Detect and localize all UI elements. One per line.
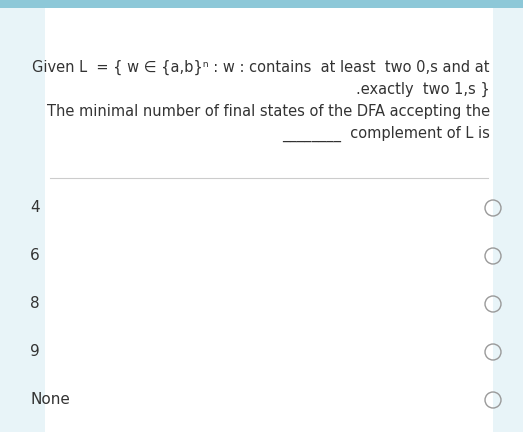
- Bar: [0, 0, 523, 8]
- Text: None: None: [30, 393, 70, 407]
- Text: ________  complement of L is: ________ complement of L is: [282, 126, 490, 142]
- Text: 9: 9: [30, 344, 40, 359]
- Text: .exactly  two 1,s }: .exactly two 1,s }: [356, 82, 490, 97]
- Text: 4: 4: [30, 200, 40, 216]
- Text: Given L  = { w ∈ {a,b}ⁿ : w : contains  at least  two 0,s and at: Given L = { w ∈ {a,b}ⁿ : w : contains at…: [32, 60, 490, 75]
- Text: The minimal number of final states of the DFA accepting the: The minimal number of final states of th…: [47, 104, 490, 119]
- Text: 6: 6: [30, 248, 40, 264]
- Text: 8: 8: [30, 296, 40, 311]
- Bar: [45, 8, 493, 432]
